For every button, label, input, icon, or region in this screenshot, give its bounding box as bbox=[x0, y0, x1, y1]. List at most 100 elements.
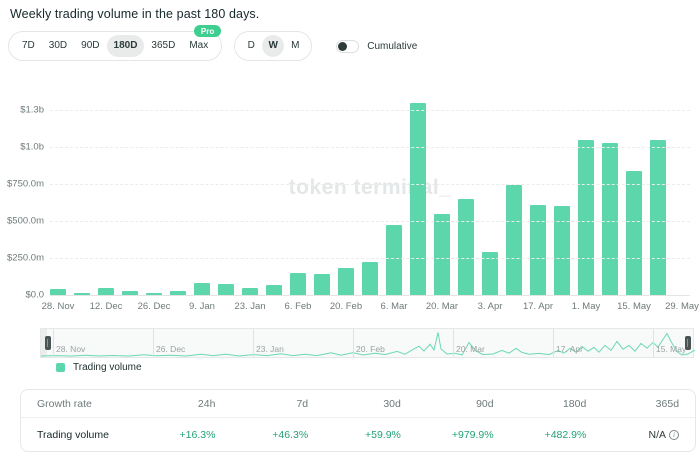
table-header-cell: 365d bbox=[655, 397, 680, 410]
range-180d[interactable]: 180D bbox=[106, 35, 145, 57]
brush-tick-label: 23. Jan bbox=[256, 344, 284, 354]
cumulative-label: Cumulative bbox=[367, 40, 418, 52]
y-axis-tick: $0.0 bbox=[25, 289, 45, 301]
granularity-w[interactable]: W bbox=[262, 35, 285, 57]
legend: Trading volume bbox=[56, 362, 142, 373]
pro-badge: Pro bbox=[193, 25, 222, 37]
brush-tick-label: 20. Mar bbox=[456, 344, 485, 354]
range-365d[interactable]: 365D bbox=[151, 40, 176, 51]
brush-divider bbox=[653, 329, 654, 357]
growth-value-cell: +979.9% bbox=[451, 428, 494, 441]
brush-unselected-region bbox=[41, 329, 47, 357]
bar-22-may[interactable] bbox=[650, 139, 666, 295]
brush-divider bbox=[253, 329, 254, 357]
bar-17-apr[interactable] bbox=[530, 204, 546, 295]
x-axis-tick: 20. Feb bbox=[329, 301, 363, 312]
cumulative-toggle-wrap: Cumulative bbox=[336, 39, 418, 53]
bar-26-dec[interactable] bbox=[146, 292, 162, 295]
table-row: Trading volume +16.3% +46.3% +59.9% +979.9% +… bbox=[21, 418, 695, 451]
growth-value-cell: N/A i bbox=[586, 428, 680, 441]
info-icon[interactable]: i bbox=[669, 429, 680, 440]
y-axis-tick: $1.3b bbox=[20, 104, 44, 116]
toggle-knob-icon bbox=[338, 41, 348, 51]
table-header-cell: Growth rate bbox=[37, 397, 92, 410]
bar-13-feb[interactable] bbox=[314, 274, 330, 295]
bar-20-feb[interactable] bbox=[338, 268, 354, 295]
brush-divider bbox=[453, 329, 454, 357]
gridline bbox=[50, 295, 690, 296]
bar-28-nov[interactable] bbox=[50, 289, 66, 295]
brush-tick-label: 26. Dec bbox=[156, 344, 186, 354]
brush-divider bbox=[553, 329, 554, 357]
granularity-m[interactable]: M bbox=[291, 40, 300, 51]
range-max[interactable]: Max bbox=[189, 40, 209, 51]
brush-divider bbox=[153, 329, 154, 357]
growth-value-cell: +482.9% bbox=[544, 428, 587, 441]
gridline bbox=[50, 221, 690, 222]
bar-2-jan[interactable] bbox=[170, 290, 186, 295]
gridline bbox=[50, 184, 690, 185]
bar-1-may[interactable] bbox=[578, 139, 594, 295]
x-axis-tick: 17. Apr bbox=[522, 301, 554, 312]
gridline bbox=[50, 110, 690, 111]
bar-27-mar[interactable] bbox=[458, 198, 474, 295]
bar-9-jan[interactable] bbox=[194, 283, 210, 295]
bar-24-apr[interactable] bbox=[554, 206, 570, 295]
range-90d[interactable]: 90D bbox=[81, 40, 100, 51]
x-axis-tick: 9. Jan bbox=[189, 301, 215, 312]
y-axis-tick: $1.0b bbox=[20, 141, 44, 153]
brush-tick-label: 15. May bbox=[656, 344, 687, 354]
growth-rate-table: Growth rate 24h 7d 30d 90d 180d 365d Trading v… bbox=[20, 389, 696, 452]
bar-30-jan[interactable] bbox=[266, 284, 282, 295]
chart-title: Weekly trading volume in the past 180 da… bbox=[10, 7, 260, 21]
bar-6-feb[interactable] bbox=[290, 272, 306, 295]
granularity-d[interactable]: D bbox=[247, 40, 255, 51]
cumulative-toggle[interactable] bbox=[336, 39, 360, 53]
x-axis-tick: 20. Mar bbox=[425, 301, 459, 312]
y-axis-tick: $500.0m bbox=[7, 215, 44, 227]
brush-tick-label: 17. Apr bbox=[556, 344, 583, 354]
x-axis-tick: 12. Dec bbox=[89, 301, 123, 312]
brush-divider bbox=[353, 329, 354, 357]
timeline-brush[interactable]: 28. Nov 26. Dec 23. Jan 20. Feb 20. Mar 17. A… bbox=[40, 328, 695, 358]
range-7d[interactable]: 7D bbox=[22, 40, 35, 51]
x-axis-tick: 29. May bbox=[665, 301, 699, 312]
table-header-cell: 30d bbox=[383, 397, 401, 410]
bar-15-may[interactable] bbox=[626, 170, 642, 295]
bar-10-apr[interactable] bbox=[506, 185, 522, 295]
table-header-cell: 90d bbox=[476, 397, 494, 410]
brush-tick-label: 28. Nov bbox=[56, 344, 86, 354]
x-axis-tick: 6. Mar bbox=[380, 301, 408, 312]
bar-3-apr[interactable] bbox=[482, 252, 498, 295]
table-header-row: Growth rate 24h 7d 30d 90d 180d 365d bbox=[21, 390, 695, 418]
x-axis-tick: 23. Jan bbox=[234, 301, 266, 312]
brush-mini-chart bbox=[41, 332, 695, 357]
table-header-cell: 7d bbox=[296, 397, 309, 410]
range-selector: 7D 30D 90D 180D 365D Max Pro bbox=[8, 25, 223, 61]
x-axis-tick: 26. Dec bbox=[137, 301, 171, 312]
bar-12-dec[interactable] bbox=[98, 287, 114, 295]
bar-series bbox=[50, 103, 690, 295]
bar-6-mar[interactable] bbox=[386, 225, 402, 295]
brush-handle-left[interactable] bbox=[45, 336, 51, 350]
growth-value-cell: +46.3% bbox=[272, 428, 309, 441]
bar-19-dec[interactable] bbox=[122, 291, 138, 295]
table-header-cell: 24h bbox=[197, 397, 216, 410]
na-value: N/A bbox=[648, 428, 667, 441]
brush-handle-right[interactable] bbox=[685, 336, 691, 350]
bar-27-feb[interactable] bbox=[362, 261, 378, 295]
brush-tick-label: 20. Feb bbox=[356, 344, 385, 354]
bar-23-jan[interactable] bbox=[242, 288, 258, 295]
bar-5-dec[interactable] bbox=[74, 292, 90, 295]
bar-16-jan[interactable] bbox=[218, 283, 234, 295]
bar-8-may[interactable] bbox=[602, 143, 618, 295]
growth-value-cell: +16.3% bbox=[179, 428, 216, 441]
range-30d[interactable]: 30D bbox=[48, 40, 68, 51]
gridline bbox=[50, 258, 690, 259]
bar-20-mar[interactable] bbox=[434, 214, 450, 295]
table-row-label: Trading volume bbox=[37, 428, 109, 441]
bar-13-mar[interactable] bbox=[410, 103, 426, 295]
